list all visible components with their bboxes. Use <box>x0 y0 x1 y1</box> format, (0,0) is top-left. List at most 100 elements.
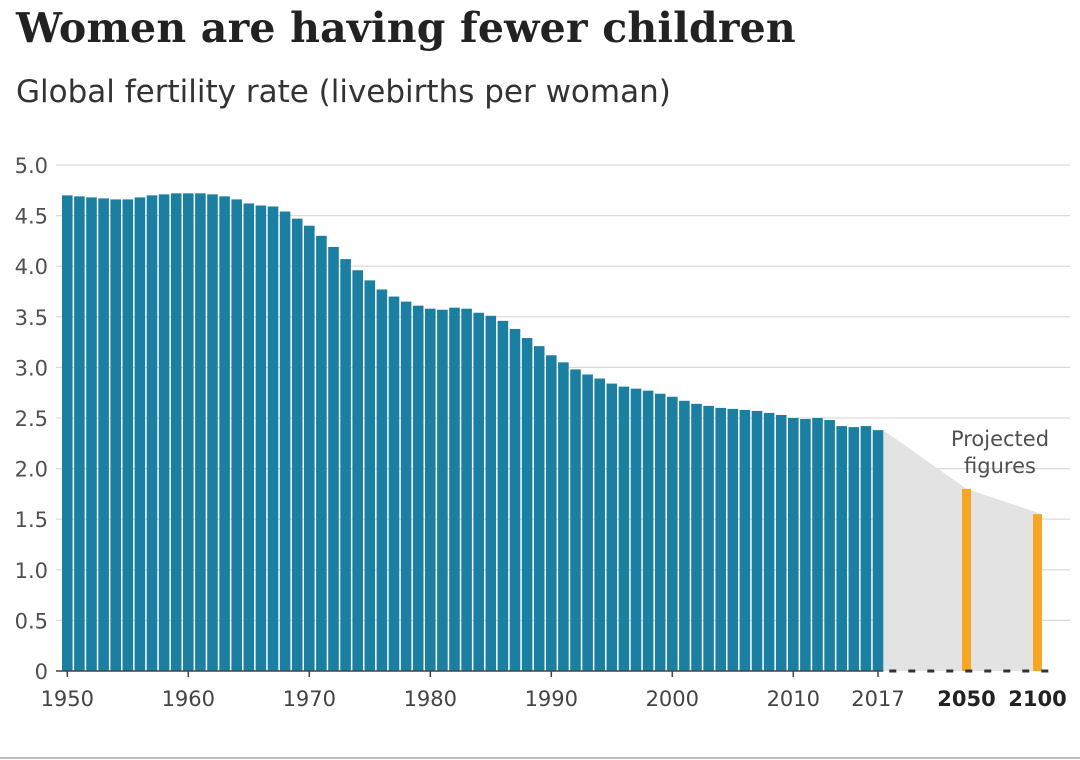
axis-labels: 0 0.5 1.0 1.5 2.0 2.5 3.0 3.5 4.0 4.5 5.0 1950 1960 1… <box>15 154 1067 711</box>
bar-1955 <box>122 199 134 671</box>
y-tick-label: 3.0 <box>15 356 48 380</box>
bar-1999 <box>654 393 666 671</box>
x-tick-label: 1950 <box>41 687 94 711</box>
bar-1988 <box>521 338 533 671</box>
bar-1959 <box>170 193 182 671</box>
bar-1978 <box>400 301 412 671</box>
bar-1964 <box>231 199 242 671</box>
bar-1996 <box>618 386 630 671</box>
bar-1957 <box>146 195 158 672</box>
bar-1970 <box>304 225 315 671</box>
bar-2004 <box>715 407 726 671</box>
bar-1991 <box>558 362 569 671</box>
bar-1961 <box>195 193 206 671</box>
bar-2007 <box>751 410 763 671</box>
x-tick-label: 2017 <box>851 687 904 711</box>
x-tick-label-projected: 2100 <box>1008 687 1066 711</box>
bar-1985 <box>485 315 497 671</box>
bar-1971 <box>316 235 327 671</box>
bar-1998 <box>642 390 654 671</box>
bar-1983 <box>461 308 472 671</box>
bar-1984 <box>473 312 484 671</box>
bar-2006 <box>739 409 751 671</box>
x-tick-label: 1970 <box>283 687 336 711</box>
y-tick-label: 1.5 <box>15 508 48 532</box>
bar-2002 <box>691 403 702 671</box>
bar-2010 <box>788 418 799 671</box>
bar-1976 <box>376 289 388 671</box>
bar-2009 <box>775 414 787 671</box>
bar-2017 <box>872 430 884 671</box>
y-tick-label: 2.0 <box>15 458 48 482</box>
bar-2008 <box>763 412 775 671</box>
bar-1977 <box>388 296 400 671</box>
bar-1979 <box>412 305 424 671</box>
annotation: Projected figures <box>951 427 1049 478</box>
annotation-line: Projected <box>951 427 1049 451</box>
y-tick-label: 2.5 <box>15 407 48 431</box>
x-tick-label: 2010 <box>767 687 820 711</box>
bottom-rule <box>0 757 1080 759</box>
bar-1960 <box>183 193 194 671</box>
y-tick-label: 1.0 <box>15 559 48 583</box>
bar-1990 <box>546 355 557 671</box>
bar-1987 <box>509 328 521 671</box>
bar-2000 <box>667 396 678 671</box>
x-tick-label: 2000 <box>646 687 699 711</box>
bar-1967 <box>267 206 279 671</box>
bar-1965 <box>243 203 255 671</box>
x-tick-label: 1990 <box>525 687 578 711</box>
bar-2100 <box>1033 514 1042 671</box>
bar-2015 <box>848 427 860 671</box>
y-tick-label: 4.5 <box>15 205 48 229</box>
bar-1981 <box>437 309 448 671</box>
bar-1963 <box>219 196 230 671</box>
bar-1986 <box>497 320 509 671</box>
bar-1997 <box>630 388 642 671</box>
bar-2001 <box>679 400 690 671</box>
bar-1962 <box>207 194 218 671</box>
x-tick-label: 1980 <box>404 687 457 711</box>
bar-1994 <box>594 378 605 671</box>
bar-1954 <box>110 199 121 671</box>
y-tick-label: 3.5 <box>15 306 48 330</box>
bar-1969 <box>291 218 303 672</box>
chart-title: Women are having fewer children <box>16 4 796 52</box>
y-tick-label: 0 <box>35 660 48 684</box>
y-tick-label: 5.0 <box>15 154 48 178</box>
annotation-line: figures <box>964 454 1036 478</box>
bar-1956 <box>134 197 146 671</box>
bar-2016 <box>860 426 872 671</box>
bar-2012 <box>812 418 823 671</box>
bar-2003 <box>703 405 714 671</box>
bar-1958 <box>158 194 170 671</box>
bar-1950 <box>62 195 73 672</box>
y-tick-label: 0.5 <box>15 609 48 633</box>
bar-2014 <box>836 426 847 671</box>
bar-1972 <box>328 246 339 672</box>
bar-1952 <box>86 197 97 671</box>
bar-2050 <box>962 488 971 671</box>
bar-1989 <box>533 346 545 671</box>
bar-1953 <box>98 198 109 671</box>
bar-1982 <box>449 307 460 671</box>
bar-1975 <box>364 280 376 671</box>
bars <box>62 193 1042 672</box>
bar-1951 <box>74 196 85 671</box>
chart-subtitle: Global fertility rate (livebirths per wo… <box>16 74 671 110</box>
bar-1973 <box>340 259 351 671</box>
bar-1966 <box>255 205 267 672</box>
bar-2013 <box>824 420 835 671</box>
bar-1968 <box>279 211 291 671</box>
bar-1992 <box>570 369 581 671</box>
x-tick-label-projected: 2050 <box>937 687 995 711</box>
bar-1995 <box>606 383 618 671</box>
bar-1974 <box>352 270 363 671</box>
bar-2005 <box>727 408 739 671</box>
bar-2011 <box>800 419 811 671</box>
bar-1993 <box>582 374 593 671</box>
x-tick-label: 1960 <box>162 687 215 711</box>
bar-1980 <box>425 308 436 671</box>
y-tick-label: 4.0 <box>15 255 48 279</box>
